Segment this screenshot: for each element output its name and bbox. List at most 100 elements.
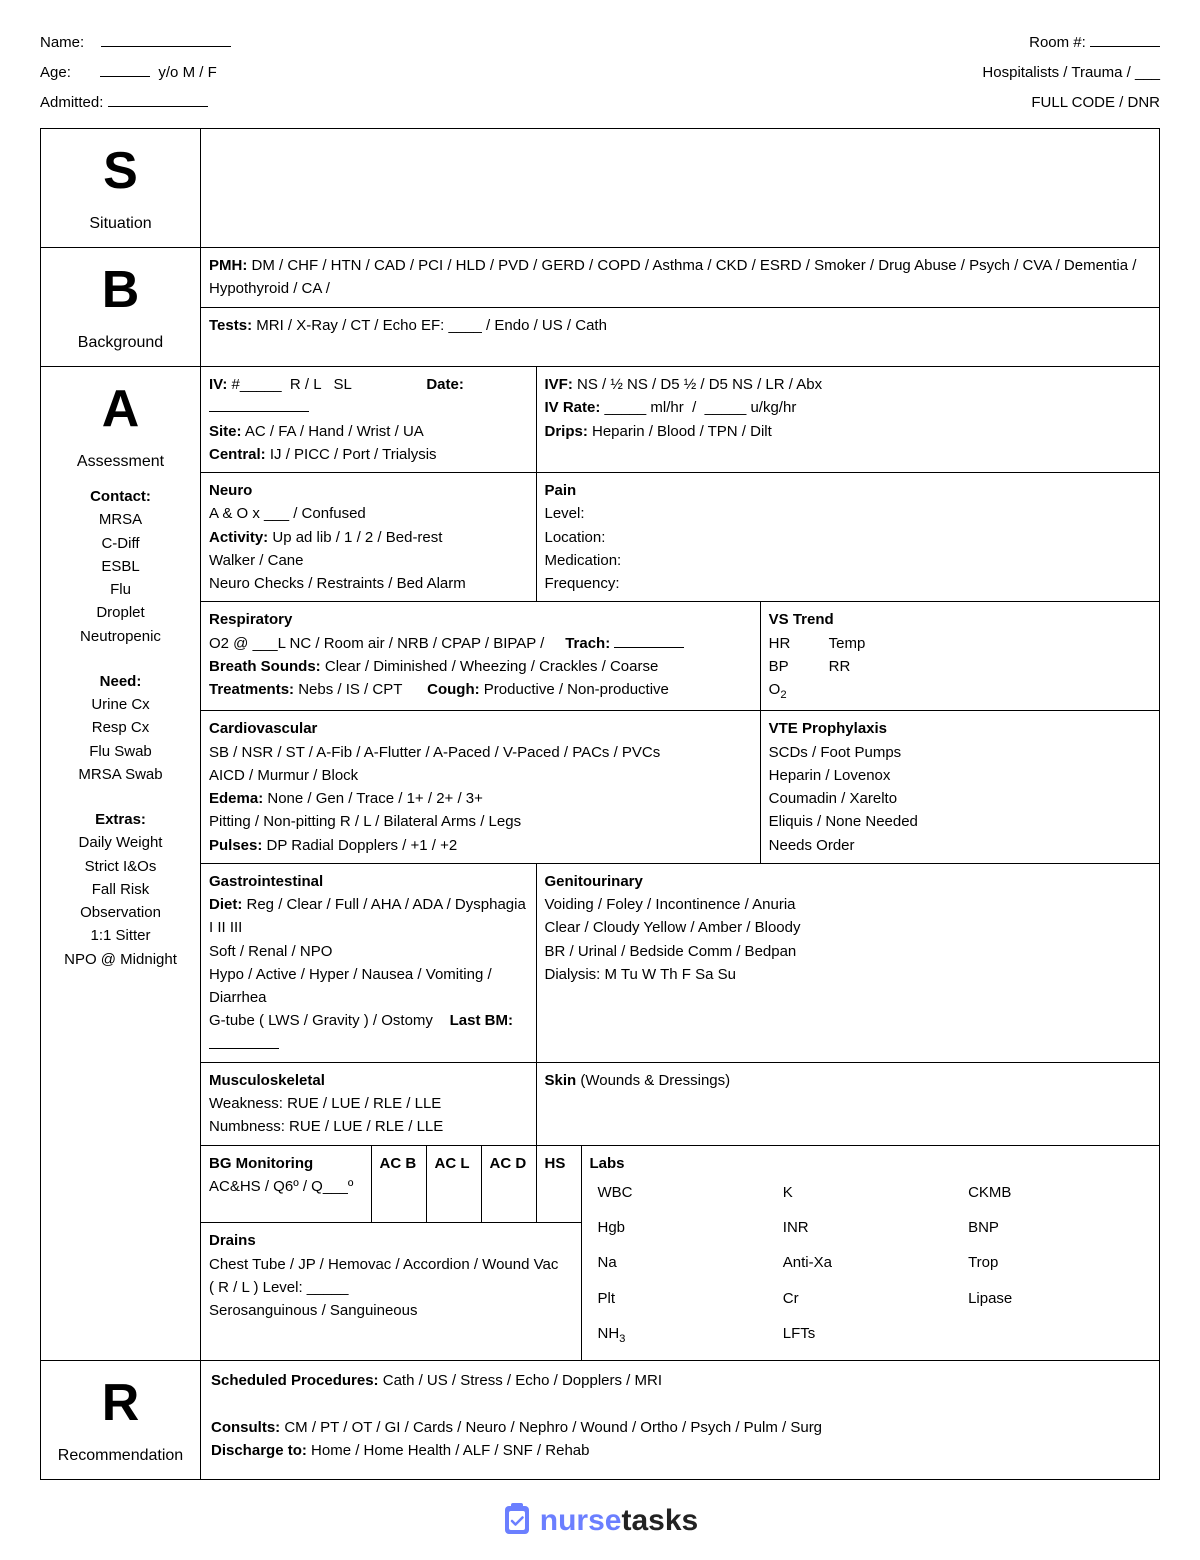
need-hdr: Need: [49,670,192,693]
admitted-label: Admitted: [40,94,103,111]
contact-3: Flu [49,578,192,601]
header-right: Room #: Hospitalists / Trauma / ___ FULL… [982,28,1160,118]
cardio-1: SB / NSR / ST / A-Fib / A-Flutter / A-Pa… [209,744,660,761]
msk-2: Numbness: RUE / LUE / RLE / LLE [209,1118,443,1135]
pmh-list: DM / CHF / HTN / CAD / PCI / HLD / PVD /… [209,257,1136,297]
contact-4: Droplet [49,601,192,624]
extras-3: Observation [49,901,192,924]
pain-3: Frequency: [545,575,620,592]
label-assessment: Assessment [49,453,192,471]
resp-2l: Breath Sounds: [209,658,321,675]
contact-0: MRSA [49,508,192,531]
cardio-5: DP Radial Dopplers / +1 / +2 [262,837,457,854]
age-suffix: y/o M / F [158,64,216,81]
resp-2: Clear / Diminished / Wheezing / Crackles… [321,658,659,675]
pain-hdr: Pain [545,482,577,499]
labs-hdr: Labs [590,1155,625,1172]
label-recommendation: Recommendation [49,1447,192,1465]
clipboard-icon [502,1502,532,1540]
iv-line: IV: [209,376,227,393]
date-label: Date: [426,376,464,393]
msk-hdr: Musculoskeletal [209,1072,325,1089]
bg-1: AC&HS / Q6º / Q___º [209,1178,353,1195]
background-inner: PMH: DM / CHF / HTN / CAD / PCI / HLD / … [201,248,1159,343]
extras-4: 1:1 Sitter [49,924,192,947]
letter-b: B [49,264,192,316]
pmh-label: PMH: [209,257,247,274]
need-0: Urine Cx [49,693,192,716]
room-label: Room #: [1029,34,1086,51]
pain-1: Location: [545,529,606,546]
discharge: Home / Home Health / ALF / SNF / Rehab [307,1442,590,1459]
need-3: MRSA Swab [49,763,192,786]
gi-hdr: Gastrointestinal [209,873,323,890]
vte-hdr: VTE Prophylaxis [769,720,887,737]
gu-hdr: Genitourinary [545,873,643,890]
consults-label: Consults: [211,1419,280,1436]
patient-header: Name: Age: y/o M / F Admitted: Room #: H… [40,28,1160,118]
brand-b: tasks [621,1504,698,1537]
need-1: Resp Cx [49,716,192,739]
bg-hdr: BG Monitoring [209,1155,313,1172]
need-2: Flu Swab [49,740,192,763]
extras-hdr: Extras: [49,808,192,831]
gu-3: BR / Urinal / Bedside Comm / Bedpan [545,943,797,960]
cardio-4: Pitting / Non-pitting R / L / Bilateral … [209,813,521,830]
neuro-2: Up ad lib / 1 / 2 / Bed-rest [268,529,442,546]
pain-0: Level: [545,505,585,522]
drains-hdr: Drains [209,1232,256,1249]
extras-2: Fall Risk [49,878,192,901]
sched-label: Scheduled Procedures: [211,1372,379,1389]
gu-2: Clear / Cloudy Yellow / Amber / Bloody [545,919,801,936]
brand-a: nurse [540,1504,622,1537]
footer: nursetasks [40,1502,1160,1540]
hospitalists: Hospitalists / Trauma / ___ [982,58,1160,88]
tests-label: Tests: [209,317,252,334]
gu-1: Voiding / Foley / Incontinence / Anuria [545,896,796,913]
gi-2: Soft / Renal / NPO [209,943,332,960]
drains-1: Chest Tube / JP / Hemovac / Accordion / … [209,1256,558,1273]
contact-hdr: Contact: [49,485,192,508]
letter-r: R [49,1377,192,1429]
consults: CM / PT / OT / GI / Cards / Neuro / Neph… [280,1419,822,1436]
gi-1: Reg / Clear / Full / AHA / ADA / Dysphag… [209,896,526,936]
drains-2: ( R / L ) Level: _____ [209,1279,349,1296]
resp-1a: O2 @ ___L NC / Room air / NRB / CPAP / B… [209,635,544,652]
gi-4bl: Last BM: [450,1012,513,1029]
gi-1l: Diet: [209,896,242,913]
contact-1: C-Diff [49,532,192,555]
letter-s: S [49,145,192,197]
skin-hdr: Skin [545,1072,577,1089]
resp-hdr: Respiratory [209,611,292,628]
cardio-hdr: Cardiovascular [209,720,317,737]
discharge-label: Discharge to: [211,1442,307,1459]
neuro-3: Walker / Cane [209,552,303,569]
neuro-hdr: Neuro [209,482,252,499]
label-situation: Situation [49,215,192,233]
cardio-2: AICD / Murmur / Block [209,767,358,784]
sbar-table: S Situation B Background PMH: DM / CHF /… [40,128,1160,1480]
resp-3b: Productive / Non-productive [480,681,669,698]
resp-3l: Treatments: [209,681,294,698]
row-situation: S Situation [41,129,1160,248]
neuro-2l: Activity: [209,529,268,546]
gi-4a: G-tube ( LWS / Gravity ) / Ostomy [209,1012,433,1029]
contact-5: Neutropenic [49,625,192,648]
msk-1: Weakness: RUE / LUE / RLE / LLE [209,1095,441,1112]
resp-3: Nebs / IS / CPT [294,681,402,698]
extras-1: Strict I&Os [49,855,192,878]
row-assessment: A Assessment Contact: MRSA C-Diff ESBL F… [41,367,1160,1361]
neuro-4: Neuro Checks / Restraints / Bed Alarm [209,575,466,592]
row-recommendation: R Recommendation Scheduled Procedures: C… [41,1361,1160,1480]
cardio-3: None / Gen / Trace / 1+ / 2+ / 3+ [263,790,483,807]
label-background: Background [49,334,192,352]
resp-3bl: Cough: [427,681,479,698]
sched: Cath / US / Stress / Echo / Dopplers / M… [379,1372,662,1389]
header-left: Name: Age: y/o M / F Admitted: [40,28,231,118]
extras-0: Daily Weight [49,831,192,854]
resp-1b-l: Trach: [565,635,610,652]
pain-2: Medication: [545,552,622,569]
tests-list: MRI / X-Ray / CT / Echo EF: ____ / Endo … [252,317,607,334]
drains-3: Serosanguinous / Sanguineous [209,1302,418,1319]
neuro-1: A & O x ___ / Confused [209,505,366,522]
